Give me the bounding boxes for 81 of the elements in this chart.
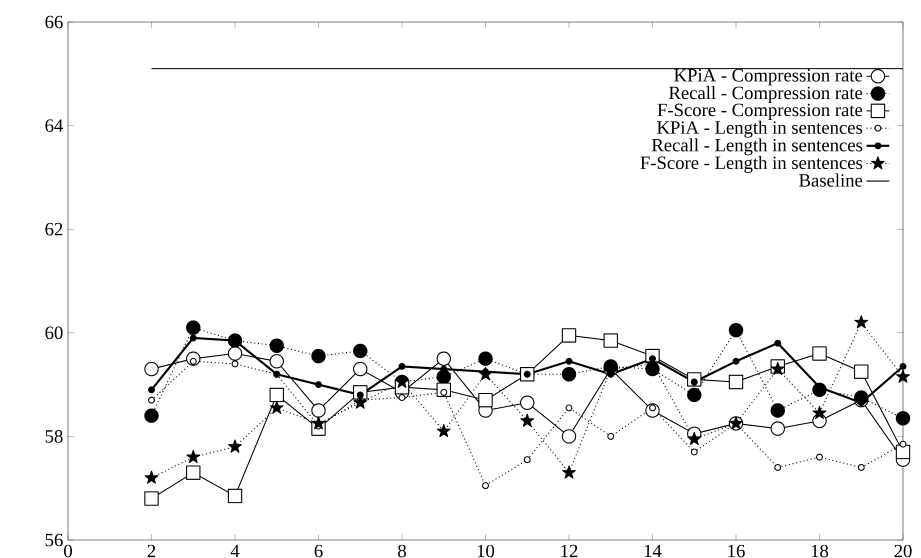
point [270,338,284,353]
legend-label: F-Score - Compression rate [658,104,862,120]
point [816,454,823,461]
point [854,364,868,379]
point [144,408,159,423]
point [812,346,827,361]
point [478,367,492,380]
point [604,333,618,348]
x-tick-label: 20 [894,544,912,558]
point [148,396,155,404]
point [482,482,489,490]
x-tick-label: 14 [644,544,662,558]
point [398,363,406,370]
point [311,348,326,364]
x-tick-label: 16 [728,544,745,558]
point [440,388,448,396]
x-tick-label: 18 [812,544,828,558]
point [900,363,906,370]
point [728,374,744,390]
point [186,465,200,480]
point [858,464,865,471]
legend-label: KPiA - Length in sentences [657,120,862,138]
point [566,358,572,365]
point [770,403,785,418]
point [687,432,702,445]
point [562,367,576,382]
point [186,450,200,464]
point [478,392,493,408]
point [190,334,197,342]
point [690,448,698,456]
point [690,378,698,386]
x-tick-label: 8 [398,544,406,558]
point [524,456,531,464]
point [353,344,368,358]
point [732,358,740,365]
y-tick-label: 56 [46,534,63,546]
legend-label: Baseline [799,174,862,187]
legend-label: Recall - Length in sentences [652,138,862,156]
y-tick-label: 62 [45,222,62,236]
point [896,370,910,383]
point [315,381,322,388]
legend-label: KPiA - Compression rate [674,69,862,86]
point [774,340,782,347]
point [562,328,576,343]
x-tick-label: 2 [148,544,156,558]
point [186,320,200,335]
point [232,360,238,368]
point [144,491,159,506]
point [228,440,242,453]
legend-label: F-Score - Length in sentences [640,156,862,173]
point [436,424,451,438]
point [687,388,702,402]
point [478,352,493,366]
point [144,470,158,484]
x-tick-label: 10 [478,544,494,558]
point [520,414,534,427]
point [812,406,826,420]
point [854,315,868,328]
point [312,416,326,430]
x-tick-label: 6 [314,544,323,558]
point [148,386,155,394]
point [566,404,572,412]
x-tick-label: 4 [230,544,240,557]
point [896,411,910,426]
point [607,432,614,440]
point [270,400,284,414]
y-tick-label: 64 [45,119,64,132]
point [770,362,785,375]
point [270,388,284,402]
x-tick-label: 12 [561,544,578,558]
point [774,464,782,471]
point [896,444,910,460]
y-tick-label: 60 [45,326,63,340]
point [900,440,906,448]
point [228,488,242,504]
point [562,465,576,479]
y-tick-label: 58 [46,430,63,443]
point [728,323,744,338]
y-tick-label: 66 [45,16,63,28]
x-tick-label: 0 [64,544,72,558]
legend-label: Recall - Compression rate [668,86,862,103]
